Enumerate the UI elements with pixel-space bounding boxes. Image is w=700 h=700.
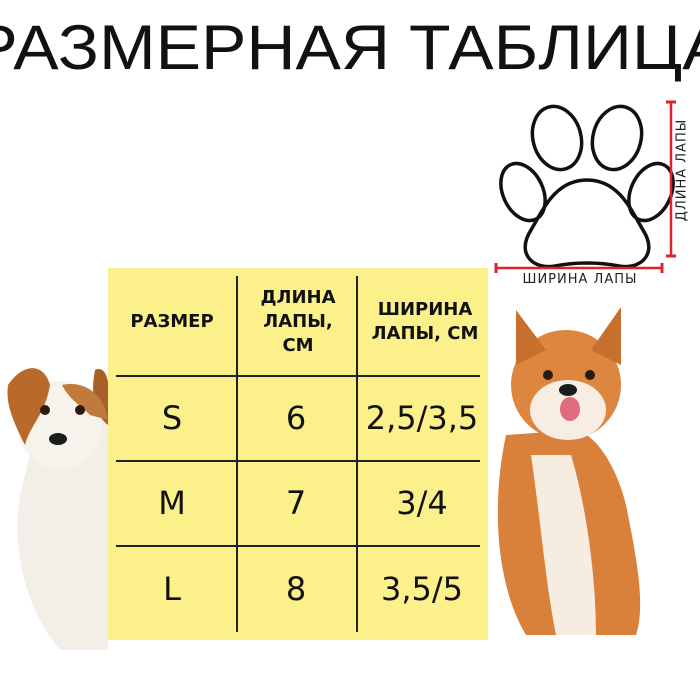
cell-width: 3,5/5 bbox=[380, 570, 464, 608]
paw-print-icon bbox=[499, 104, 675, 269]
row-divider bbox=[116, 375, 480, 377]
length-label: ДЛИНА ЛАПЫ bbox=[674, 118, 690, 222]
row-divider bbox=[116, 545, 480, 547]
column-divider bbox=[356, 276, 358, 632]
size-table: РАЗМЕР ДЛИНА ЛАПЫ, СМ ШИРИНА ЛАПЫ, СМ S … bbox=[108, 268, 488, 640]
cell-size: S bbox=[161, 398, 183, 437]
page-title: РАЗМЕРНАЯ ТАБЛИЦА bbox=[0, 13, 700, 83]
header-length: ДЛИНА ЛАПЫ, СМ bbox=[260, 286, 336, 356]
cell-size: L bbox=[163, 570, 181, 608]
shiba-inu-dog-image bbox=[497, 307, 641, 635]
width-label: ШИРИНА ЛАПЫ bbox=[522, 272, 638, 287]
row-divider bbox=[116, 460, 480, 462]
cell-length: 7 bbox=[285, 483, 307, 522]
length-measure-line bbox=[666, 100, 676, 258]
cell-width: 2,5/3,5 bbox=[365, 398, 479, 437]
column-divider bbox=[236, 276, 238, 632]
header-size: РАЗМЕР bbox=[130, 310, 214, 332]
cell-length: 8 bbox=[285, 570, 307, 608]
jack-russell-dog-image bbox=[7, 368, 109, 650]
cell-length: 6 bbox=[285, 398, 307, 437]
width-measure-line bbox=[494, 263, 664, 273]
header-width: ШИРИНА ЛАПЫ, СМ bbox=[371, 298, 479, 344]
cell-width: 3/4 bbox=[396, 483, 448, 522]
cell-size: M bbox=[158, 483, 186, 522]
